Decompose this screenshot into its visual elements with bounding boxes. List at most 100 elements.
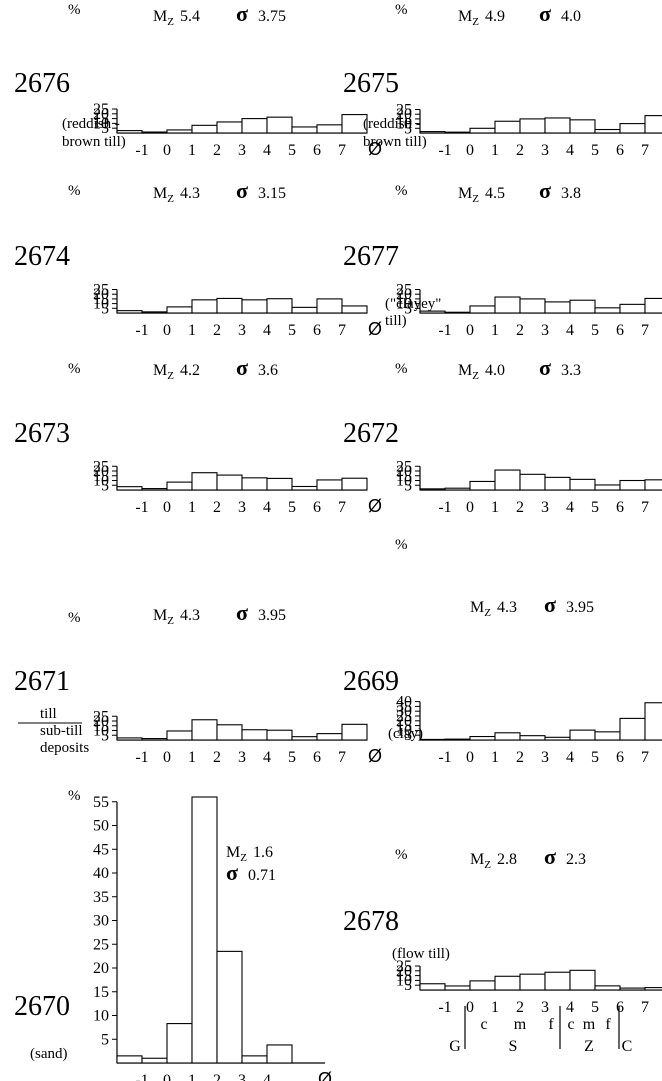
- x-tick-label: 6: [313, 322, 321, 339]
- bar: [644, 479, 662, 491]
- x-tick-label: 4: [566, 999, 574, 1016]
- x-tick-label: 7: [641, 142, 649, 159]
- bar: [216, 474, 243, 491]
- mean-size: MZ 4.0: [458, 362, 505, 382]
- x-tick-label: 0: [163, 1072, 171, 1081]
- x-tick-label: 5: [591, 999, 599, 1016]
- x-tick-label: 0: [163, 142, 171, 159]
- bar: [644, 987, 662, 991]
- x-tick-label: 2: [516, 142, 524, 159]
- bar: [266, 298, 293, 314]
- x-tick-label: 1: [491, 142, 499, 159]
- bar: [469, 305, 496, 314]
- y-tick-label: 25: [93, 282, 109, 299]
- bar: [316, 733, 343, 741]
- x-tick-label: -1: [438, 322, 451, 339]
- y-axis-label: %: [68, 183, 81, 199]
- mean-size: MZ 4.3: [153, 607, 200, 627]
- sample-note: deposits: [40, 740, 89, 756]
- bar: [216, 121, 243, 134]
- sample-note: (flow till): [392, 946, 450, 962]
- y-axis-label: %: [395, 537, 408, 553]
- x-tick-label: -1: [438, 142, 451, 159]
- y-tick-label: 20: [396, 106, 412, 123]
- bar: [116, 130, 143, 134]
- class-sub-label: c: [480, 1016, 487, 1033]
- x-tick-label: -1: [438, 499, 451, 516]
- bar: [191, 124, 218, 134]
- y-tick-label: 5: [404, 120, 412, 137]
- y-tick-label: 35: [396, 698, 412, 715]
- sample-note: (sand): [30, 1046, 68, 1062]
- y-tick-label: 25: [396, 958, 412, 975]
- bar: [444, 985, 471, 991]
- y-tick-label: 25: [396, 458, 412, 475]
- x-tick-label: 6: [616, 142, 624, 159]
- sample-note: brown till): [363, 134, 427, 150]
- mean-size: MZ 4.5: [458, 185, 505, 205]
- x-tick-label: 2: [213, 499, 221, 516]
- y-tick-label: 10: [93, 115, 109, 132]
- x-tick-label: 6: [313, 142, 321, 159]
- bar: [569, 299, 596, 314]
- sorting-sigma: σ 2.3: [544, 844, 586, 869]
- sorting-sigma: σ 0.71: [226, 860, 276, 885]
- sample-number: 2671: [14, 666, 70, 697]
- bar: [241, 299, 268, 314]
- sorting-sigma: σ 3.95: [544, 592, 594, 617]
- x-tick-label: 5: [591, 749, 599, 766]
- bar: [216, 724, 243, 741]
- bar: [191, 796, 218, 1064]
- bar: [544, 476, 571, 491]
- y-tick-label: 35: [93, 889, 109, 906]
- bar: [166, 306, 193, 314]
- x-tick-label: -1: [135, 142, 148, 159]
- y-axis-label: %: [68, 2, 81, 18]
- y-axis-label: %: [68, 788, 81, 804]
- bar: [519, 298, 546, 314]
- x-tick-label: 7: [338, 142, 346, 159]
- bar: [241, 1055, 268, 1064]
- sample-number: 2676: [14, 68, 70, 99]
- x-tick-label: 4: [566, 749, 574, 766]
- bar: [444, 131, 471, 134]
- x-tick-label: 7: [338, 749, 346, 766]
- bar: [341, 114, 368, 134]
- x-tick-label: 6: [313, 499, 321, 516]
- x-tick-label: 3: [541, 749, 549, 766]
- x-tick-label: 4: [263, 142, 271, 159]
- x-tick-label: 0: [163, 322, 171, 339]
- y-tick-label: 5: [404, 300, 412, 317]
- bar: [419, 983, 446, 991]
- x-tick-label: 5: [591, 499, 599, 516]
- sorting-sigma: σ 3.8: [539, 178, 581, 203]
- x-tick-label: 7: [641, 499, 649, 516]
- y-tick-label: 25: [93, 101, 109, 118]
- y-tick-label: 20: [93, 286, 109, 303]
- class-label: Z: [584, 1038, 594, 1055]
- y-tick-label: 10: [396, 722, 412, 739]
- sample-number: 2677: [343, 241, 399, 272]
- bar: [291, 736, 318, 741]
- bar: [191, 719, 218, 741]
- y-tick-label: 5: [101, 300, 109, 317]
- bar: [594, 484, 621, 491]
- bar: [569, 478, 596, 491]
- x-tick-label: 2: [516, 749, 524, 766]
- y-tick-label: 15: [93, 111, 109, 128]
- x-tick-label: 1: [188, 1072, 196, 1081]
- x-tick-label: 4: [263, 749, 271, 766]
- x-tick-label: 5: [288, 499, 296, 516]
- x-tick-label: 4: [566, 499, 574, 516]
- bar: [316, 124, 343, 134]
- x-tick-label: 4: [263, 1072, 271, 1081]
- bar: [166, 1023, 193, 1064]
- bar: [519, 118, 546, 134]
- x-tick-label: 7: [641, 749, 649, 766]
- sample-number: 2674: [14, 241, 70, 272]
- histogram-2670: 5 10 15 20 25 30 35 40 45 50 55 -1 0 1 2 3 4 Ø% 2670 (sand)…: [14, 788, 332, 1081]
- bar: [191, 299, 218, 314]
- bar: [619, 303, 646, 314]
